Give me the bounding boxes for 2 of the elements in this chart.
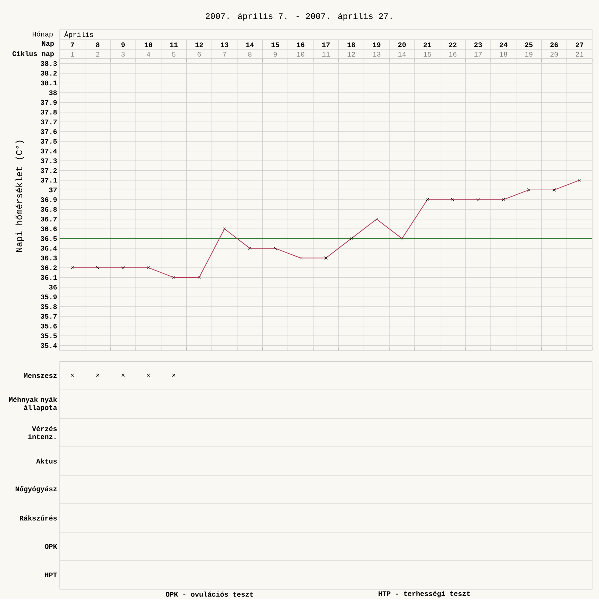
y-axis-title: Napi hőmérséklet (C°) xyxy=(16,140,24,252)
chart-title: 2007. április 7. - 2007. április 27. xyxy=(206,13,392,21)
